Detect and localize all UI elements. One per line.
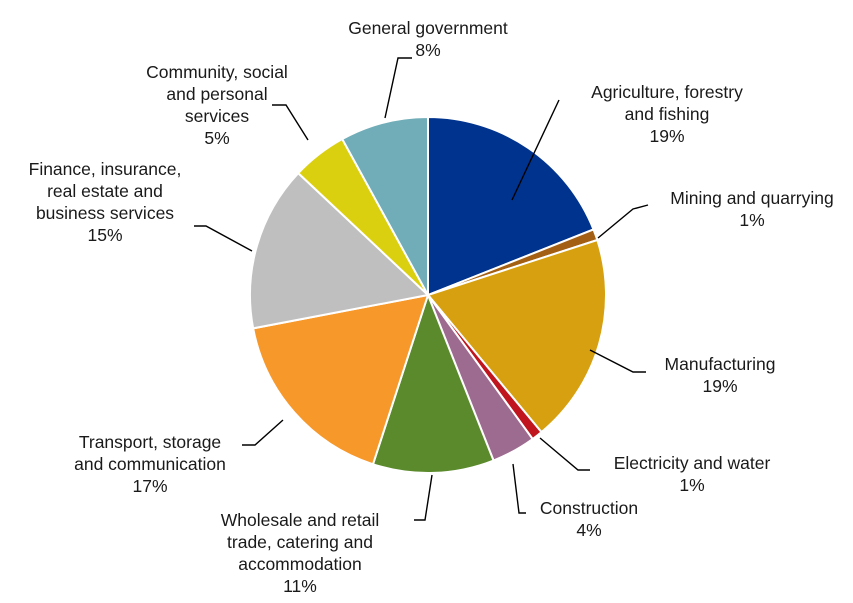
slice-name-line: Mining and quarrying	[670, 188, 833, 208]
leader-line-5	[414, 474, 433, 521]
slice-percent-label: 8%	[415, 40, 440, 60]
slice-name-line: Construction	[540, 498, 638, 518]
slice-name-line: Electricity and water	[614, 453, 771, 473]
leader-line-4	[512, 463, 526, 514]
pie-slice-7	[249, 171, 431, 330]
slice-label-3: Electricity and water 1%	[614, 453, 771, 495]
leader-line-2	[589, 349, 646, 373]
slice-name-line: and fishing	[625, 104, 710, 124]
leader-lines	[194, 57, 649, 521]
leader-line-9	[384, 57, 412, 119]
pie-slices	[249, 115, 607, 474]
leader-line-0	[511, 99, 560, 201]
slice-name-line: Transport, storage	[79, 432, 221, 452]
pie-slice-0	[427, 115, 595, 297]
pie-slice-6	[251, 293, 430, 466]
slice-label-6: Transport, storage and communication 17%	[74, 432, 226, 496]
slice-percent-label: 19%	[702, 376, 737, 396]
slice-label-0: Agriculture, forestry and fishing 19%	[591, 82, 743, 146]
slice-percent-label: 1%	[679, 475, 704, 495]
slice-label-1: Mining and quarrying 1%	[670, 188, 833, 230]
slice-name-line: business services	[36, 203, 174, 223]
slice-name-line: and personal	[166, 84, 267, 104]
slice-name-line: and communication	[74, 454, 226, 474]
slice-label-4: Construction 4%	[540, 498, 638, 540]
pie-slice-9	[340, 115, 429, 296]
pie-slice-2	[426, 238, 607, 434]
slice-name-line: General government	[348, 18, 508, 38]
slice-name-line: real estate and	[47, 181, 163, 201]
slice-name-line: Manufacturing	[665, 354, 776, 374]
leader-line-3	[539, 437, 590, 471]
slice-percent-label: 5%	[204, 128, 229, 148]
leader-line-7	[194, 225, 253, 252]
leader-line-6	[242, 419, 284, 446]
slice-percent-label: 17%	[132, 476, 167, 496]
slice-label-7: Finance, insurance, real estate and busine…	[29, 159, 182, 245]
slice-name-line: Agriculture, forestry	[591, 82, 743, 102]
leader-line-8	[272, 104, 309, 141]
slice-name-line: Community, social	[146, 62, 288, 82]
slice-label-9: General government 8%	[348, 18, 508, 60]
slice-name-line: Finance, insurance,	[29, 159, 182, 179]
slice-name-line: Wholesale and retail	[221, 510, 380, 530]
slice-name-line: services	[185, 106, 249, 126]
slice-name-line: accommodation	[238, 554, 362, 574]
slice-percent-label: 11%	[283, 576, 317, 596]
slice-labels: Agriculture, forestry and fishing 19%Minin…	[29, 18, 834, 596]
slice-percent-label: 15%	[87, 225, 122, 245]
slice-label-2: Manufacturing 19%	[665, 354, 776, 396]
slice-label-8: Community, social and personal services 5%	[146, 62, 288, 148]
slice-percent-label: 19%	[649, 126, 684, 146]
pie-slice-5	[371, 292, 495, 474]
leader-line-1	[597, 204, 649, 239]
slice-percent-label: 4%	[576, 520, 601, 540]
slice-percent-label: 1%	[739, 210, 764, 230]
slice-label-5: Wholesale and retail trade, catering and a…	[221, 510, 380, 596]
slice-name-line: trade, catering and	[227, 532, 373, 552]
